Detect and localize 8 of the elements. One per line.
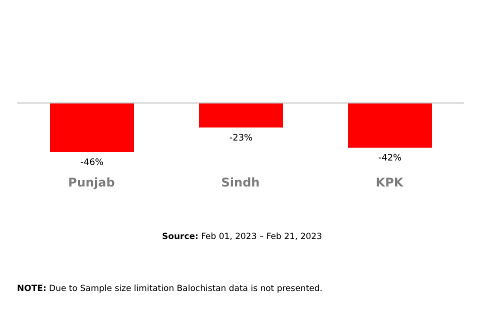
text: NOTE: Due to Sample size limitation Balochistan data is not presented.	[16, 284, 324, 294]
data-label: -46%	[80, 158, 104, 168]
data-label: -42%	[378, 154, 402, 164]
x-tick-label: Sindh	[221, 176, 260, 190]
x-tick-label: Punjab	[68, 176, 116, 190]
data-label: -23%	[229, 134, 254, 144]
x-tick-label: KPK	[376, 176, 404, 190]
source-note: Source: Feb 01, 2023 – Feb 21, 2023	[161, 232, 323, 242]
